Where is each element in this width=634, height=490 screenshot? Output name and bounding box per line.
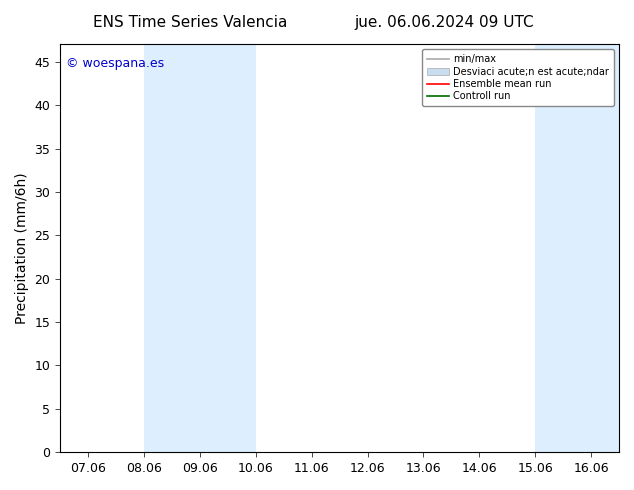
Bar: [144, 45, 256, 452]
Text: ENS Time Series Valencia: ENS Time Series Valencia: [93, 15, 287, 30]
Text: jue. 06.06.2024 09 UTC: jue. 06.06.2024 09 UTC: [354, 15, 534, 30]
Y-axis label: Precipitation (mm/6h): Precipitation (mm/6h): [15, 172, 29, 324]
Bar: [535, 45, 619, 452]
Text: © woespana.es: © woespana.es: [66, 57, 164, 70]
Legend: min/max, Desviaci acute;n est acute;ndar, Ensemble mean run, Controll run: min/max, Desviaci acute;n est acute;ndar…: [422, 49, 614, 106]
